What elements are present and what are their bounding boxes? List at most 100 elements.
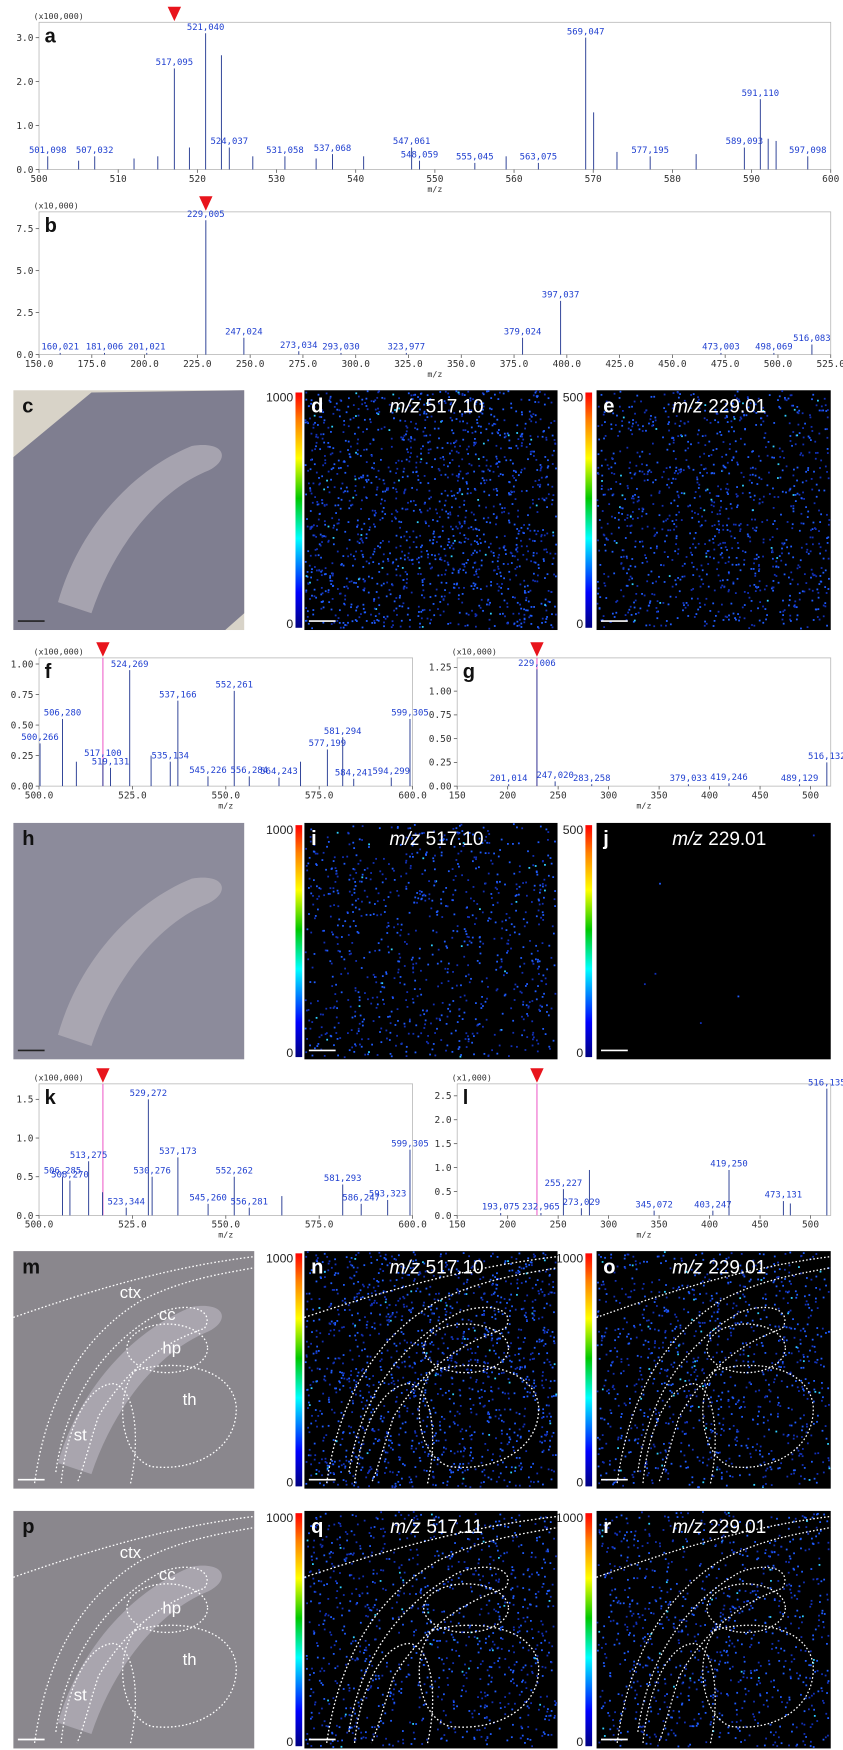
- region-label: th: [183, 1390, 197, 1409]
- signal-dot: [528, 601, 530, 603]
- signal-dot: [324, 419, 326, 421]
- signal-dot: [381, 428, 383, 430]
- signal-dot: [320, 534, 322, 536]
- signal-dot: [400, 436, 402, 438]
- signal-dot: [673, 529, 675, 531]
- signal-dot: [477, 499, 479, 501]
- signal-dot: [750, 610, 752, 612]
- signal-dot: [310, 1455, 312, 1457]
- signal-dot: [479, 946, 481, 948]
- peak-label: 193,075: [482, 1203, 520, 1213]
- signal-dot: [753, 562, 755, 564]
- signal-dot: [327, 442, 329, 444]
- signal-dot: [366, 1384, 368, 1386]
- signal-dot: [519, 625, 521, 627]
- signal-dot: [483, 1368, 485, 1370]
- signal-dot: [378, 597, 380, 599]
- signal-dot: [387, 560, 389, 562]
- signal-dot: [424, 870, 426, 872]
- signal-dot: [457, 1424, 459, 1426]
- signal-dot: [425, 1020, 427, 1022]
- signal-dot: [382, 975, 384, 977]
- signal-dot: [395, 1045, 397, 1047]
- signal-dot: [312, 1309, 314, 1311]
- signal-dot: [554, 439, 556, 441]
- signal-dot: [419, 957, 421, 959]
- signal-dot: [709, 610, 711, 612]
- signal-dot: [447, 495, 449, 497]
- signal-dot: [527, 1391, 529, 1393]
- signal-dot: [503, 1372, 505, 1374]
- signal-dot: [392, 1471, 394, 1473]
- signal-dot: [359, 542, 361, 544]
- signal-dot: [479, 1403, 481, 1405]
- signal-dot: [364, 992, 366, 994]
- signal-dot: [346, 1379, 348, 1381]
- signal-dot: [797, 583, 799, 585]
- signal-dot: [368, 562, 370, 564]
- signal-dot: [818, 530, 820, 532]
- signal-dot: [700, 507, 702, 509]
- signal-dot: [533, 1256, 535, 1258]
- signal-dot: [406, 1306, 408, 1308]
- signal-dot: [404, 1023, 406, 1025]
- signal-dot: [380, 1366, 382, 1368]
- signal-dot: [627, 487, 629, 489]
- signal-dot: [784, 397, 786, 399]
- signal-dot: [734, 418, 736, 420]
- signal-dot: [533, 555, 535, 557]
- signal-dot: [646, 464, 648, 466]
- signal-dot: [480, 607, 482, 609]
- signal-dot: [436, 1308, 438, 1310]
- signal-dot: [347, 555, 349, 557]
- signal-dot: [535, 990, 537, 992]
- signal-dot: [742, 550, 744, 552]
- signal-dot: [449, 592, 451, 594]
- signal-dot: [546, 506, 548, 508]
- signal-dot: [743, 559, 745, 561]
- signal-dot: [355, 885, 357, 887]
- signal-dot: [797, 614, 799, 616]
- signal-dot: [387, 558, 389, 560]
- signal-dot: [552, 435, 554, 437]
- signal-dot: [497, 1464, 499, 1466]
- arrow: [199, 196, 212, 210]
- signal-dot: [700, 586, 702, 588]
- signal-dot: [756, 554, 758, 556]
- signal-dot: [637, 501, 639, 503]
- signal-dot: [810, 536, 812, 538]
- signal-dot: [307, 863, 309, 865]
- signal-dot: [540, 540, 542, 542]
- signal-dot: [480, 588, 482, 590]
- signal-dot: [376, 619, 378, 621]
- signal-dot: [448, 870, 450, 872]
- signal-dot: [713, 464, 715, 466]
- signal-dot: [639, 470, 641, 472]
- signal-dot: [494, 1378, 496, 1380]
- signal-dot: [327, 876, 329, 878]
- signal-dot: [471, 1460, 473, 1462]
- signal-dot: [486, 585, 488, 587]
- signal-dot: [669, 515, 671, 517]
- signal-dot: [542, 911, 544, 913]
- signal-dot: [328, 1401, 330, 1403]
- signal-dot: [517, 516, 519, 518]
- signal-dot: [314, 566, 316, 568]
- signal-dot: [650, 415, 652, 417]
- signal-dot: [423, 832, 425, 834]
- signal-dot: [399, 595, 401, 597]
- signal-dot: [817, 452, 819, 454]
- signal-dot: [406, 1046, 408, 1048]
- signal-dot: [387, 1452, 389, 1454]
- signal-dot: [452, 474, 454, 476]
- signal-dot: [728, 431, 730, 433]
- signal-dot: [676, 535, 678, 537]
- signal-dot: [350, 953, 352, 955]
- signal-dot: [546, 439, 548, 441]
- signal-dot: [506, 1433, 508, 1435]
- signal-dot: [549, 1446, 551, 1448]
- signal-dot: [395, 569, 397, 571]
- signal-dot: [375, 409, 377, 411]
- signal-dot: [823, 615, 825, 617]
- signal-dot: [351, 1391, 353, 1393]
